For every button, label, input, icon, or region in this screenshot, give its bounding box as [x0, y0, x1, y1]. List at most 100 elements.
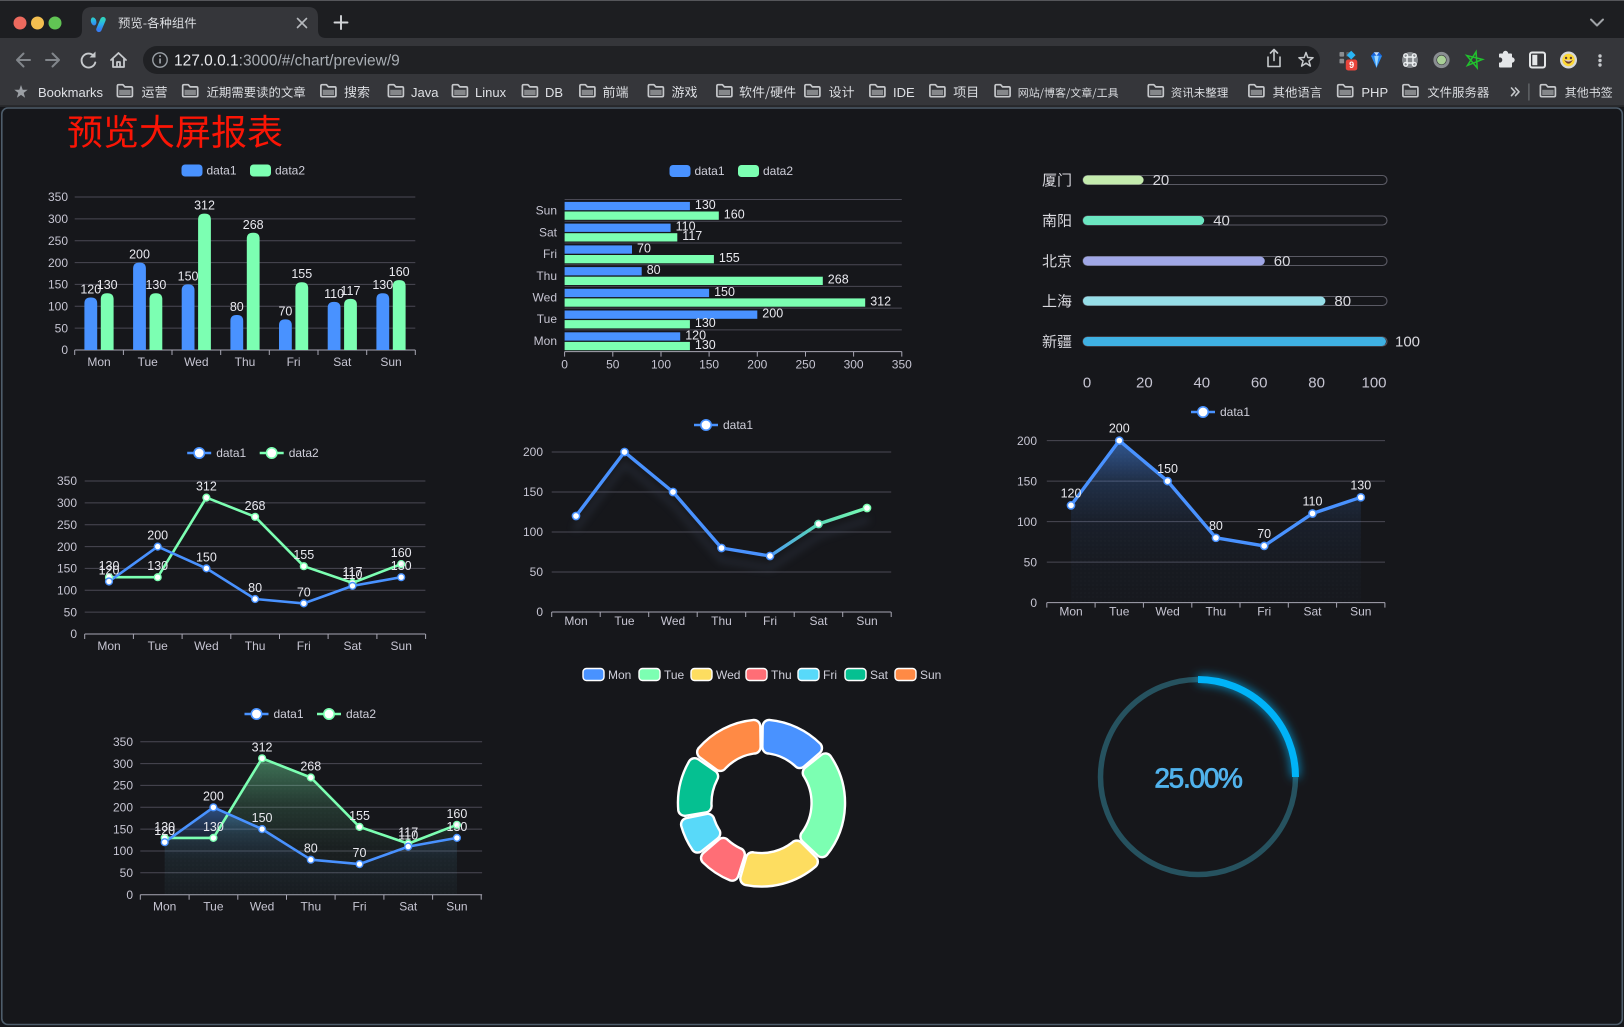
- svg-text:117: 117: [682, 229, 702, 243]
- svg-text:80: 80: [1209, 519, 1223, 533]
- svg-text:Sat: Sat: [399, 900, 418, 914]
- svg-text:50: 50: [120, 866, 134, 880]
- svg-text:300: 300: [844, 358, 864, 372]
- svg-text:120: 120: [1061, 486, 1082, 500]
- svg-text:100: 100: [1361, 375, 1386, 392]
- svg-text:data2: data2: [346, 707, 376, 721]
- svg-text:Sun: Sun: [446, 900, 467, 914]
- svg-text:60: 60: [1274, 253, 1291, 270]
- svg-text:50: 50: [64, 605, 78, 619]
- svg-text:Sun: Sun: [391, 639, 412, 653]
- svg-text:Sun: Sun: [536, 204, 557, 218]
- svg-text:155: 155: [719, 251, 740, 265]
- svg-text:200: 200: [747, 358, 767, 372]
- svg-text:Fri: Fri: [823, 668, 837, 682]
- svg-text:200: 200: [1109, 422, 1130, 436]
- svg-text:268: 268: [243, 218, 264, 232]
- svg-text:data1: data1: [723, 418, 753, 432]
- svg-text:100: 100: [523, 525, 543, 539]
- svg-text:150: 150: [252, 811, 273, 825]
- svg-text:Fri: Fri: [543, 247, 557, 261]
- svg-text:150: 150: [178, 269, 199, 283]
- svg-text:100: 100: [651, 358, 671, 372]
- svg-text:Wed: Wed: [533, 291, 557, 305]
- svg-text:100: 100: [113, 844, 133, 858]
- svg-text:150: 150: [1017, 474, 1037, 488]
- svg-text:200: 200: [203, 789, 224, 803]
- svg-text:70: 70: [297, 585, 311, 599]
- svg-text:Sun: Sun: [380, 355, 401, 369]
- svg-text:150: 150: [523, 485, 543, 499]
- svg-text:120: 120: [80, 283, 101, 297]
- svg-text:PHP: PHP: [1361, 85, 1388, 100]
- svg-text:120: 120: [685, 328, 706, 342]
- svg-text:250: 250: [48, 234, 68, 248]
- svg-text:Fri: Fri: [1257, 605, 1271, 619]
- svg-text:200: 200: [57, 540, 77, 554]
- svg-text:Tue: Tue: [537, 312, 558, 326]
- svg-text:200: 200: [129, 248, 150, 262]
- svg-text:268: 268: [300, 760, 321, 774]
- svg-text:Bookmarks: Bookmarks: [38, 85, 104, 100]
- svg-text:Tue: Tue: [138, 355, 159, 369]
- svg-text:0: 0: [561, 358, 568, 372]
- svg-text:130: 130: [695, 198, 716, 212]
- svg-text:Linux: Linux: [475, 85, 507, 100]
- svg-text:117: 117: [341, 284, 361, 298]
- svg-text:117: 117: [398, 826, 418, 840]
- svg-text:Sun: Sun: [920, 668, 941, 682]
- svg-text:70: 70: [1257, 527, 1271, 541]
- svg-text:110: 110: [343, 568, 363, 582]
- svg-text:350: 350: [892, 358, 912, 372]
- svg-text:data1: data1: [216, 446, 246, 460]
- svg-text:130: 130: [446, 820, 467, 834]
- svg-text:50: 50: [1024, 555, 1038, 569]
- svg-text:127.0.0.1:3000/#/chart/preview: 127.0.0.1:3000/#/chart/preview/9: [174, 52, 400, 69]
- svg-text:130: 130: [145, 278, 166, 292]
- svg-text:155: 155: [349, 809, 370, 823]
- svg-text:Sat: Sat: [809, 614, 828, 628]
- svg-text:155: 155: [293, 548, 314, 562]
- svg-text:350: 350: [48, 190, 68, 204]
- svg-text:150: 150: [1157, 462, 1178, 476]
- svg-text:Wed: Wed: [661, 614, 685, 628]
- svg-text:350: 350: [113, 735, 133, 749]
- svg-text:Thu: Thu: [235, 355, 256, 369]
- svg-text:150: 150: [699, 358, 719, 372]
- svg-text:data1: data1: [274, 707, 304, 721]
- svg-text:50: 50: [55, 321, 69, 335]
- svg-text:Wed: Wed: [250, 900, 274, 914]
- svg-text:data1: data1: [1220, 405, 1250, 419]
- svg-text:Sat: Sat: [1303, 605, 1322, 619]
- svg-text:160: 160: [446, 807, 467, 821]
- svg-text:Sat: Sat: [870, 668, 889, 682]
- svg-text:312: 312: [194, 199, 215, 213]
- svg-text:Wed: Wed: [194, 639, 218, 653]
- svg-text:50: 50: [530, 565, 544, 579]
- svg-text:data2: data2: [275, 164, 305, 178]
- svg-text:200: 200: [147, 529, 168, 543]
- svg-text:312: 312: [252, 740, 273, 754]
- svg-text:200: 200: [1017, 434, 1037, 448]
- svg-text:200: 200: [762, 307, 783, 321]
- svg-text:150: 150: [714, 285, 735, 299]
- svg-text:200: 200: [113, 801, 133, 815]
- svg-text:50: 50: [606, 358, 620, 372]
- svg-text:100: 100: [48, 300, 68, 314]
- svg-text:160: 160: [389, 265, 410, 279]
- svg-text:data2: data2: [763, 164, 793, 178]
- svg-text:110: 110: [676, 220, 696, 234]
- svg-text:130: 130: [99, 559, 120, 573]
- svg-text:Thu: Thu: [536, 269, 557, 283]
- svg-text:110: 110: [1303, 495, 1323, 509]
- svg-text:Sun: Sun: [1350, 605, 1371, 619]
- svg-text:130: 130: [695, 338, 716, 352]
- svg-text:60: 60: [1251, 375, 1268, 392]
- svg-text:40: 40: [1213, 213, 1230, 230]
- svg-text:25.00%: 25.00%: [1154, 763, 1242, 794]
- svg-text:120: 120: [99, 564, 120, 578]
- svg-text:Thu: Thu: [771, 668, 792, 682]
- svg-text:80: 80: [230, 300, 244, 314]
- svg-text:300: 300: [57, 496, 77, 510]
- svg-text:130: 130: [391, 559, 412, 573]
